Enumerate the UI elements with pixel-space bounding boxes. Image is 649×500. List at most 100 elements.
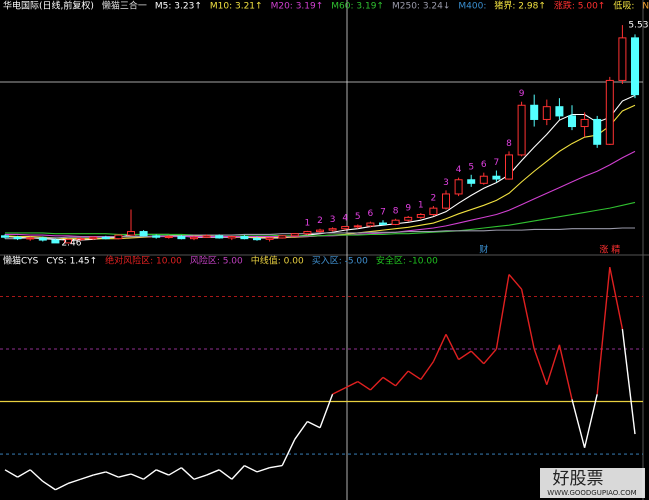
watermark-title: 好股票 [553,469,604,489]
candle-body [177,236,186,240]
cys-segment [546,344,561,385]
candle-body [303,231,312,235]
cys-segment [495,274,510,350]
candle-body [454,179,463,195]
cys-segment [143,469,157,480]
candle-label: 9 [405,203,411,213]
candle-body [605,79,614,145]
candle-body [114,234,123,240]
candle-body [101,236,110,240]
candle-body [215,235,224,239]
candle-body [1,235,9,238]
candle-label: 7 [380,208,386,218]
candle-body [290,233,299,237]
candle-body [467,179,476,184]
candle-label: 6 [368,209,374,219]
legend-extra: 低吸: [613,0,634,12]
candle-label: 9 [519,89,525,99]
chart-title: 华电国际(日线,前复权) [3,0,94,12]
candle-body [139,231,148,237]
cys-segment [281,439,296,466]
candle-body [593,118,602,145]
cys-segment [168,467,182,476]
cys-segment [558,344,573,400]
event-label: 涨 精 [599,244,620,256]
cys-segment [395,370,409,387]
legend-entry: M20: 3.19↑ [271,2,324,12]
candle-body [341,226,350,230]
candle-body [316,229,324,233]
cys-segment [470,350,485,365]
level-label: 买入区: -5.00 [312,256,368,267]
cys-segment [307,420,321,429]
level-label: 风险区: 5.00 [190,255,243,267]
cys-segment [357,380,371,391]
candle-body [492,175,501,180]
candle-body [278,235,287,239]
candle-body [404,216,413,221]
candle-body [89,236,98,240]
candle-body [580,118,589,128]
cys-segment [407,370,422,381]
candle-body [517,104,526,156]
candle-body [328,228,337,231]
candle-body [253,238,261,241]
candle-body [202,235,211,238]
candle-body [227,236,236,239]
candle-body [265,237,274,240]
candle-body [530,104,539,120]
cys-segment [256,467,270,473]
candle-label: 1 [418,201,424,211]
candle-body [568,115,576,128]
chart-subtitle: 懒猫三合一 [102,0,147,12]
candle-body [555,106,564,117]
cys-segment [180,467,195,480]
cys-segment [231,465,245,480]
ma-line [4,94,636,241]
candle-body [442,193,450,209]
cys-segment [520,289,535,350]
candle-body [618,37,627,81]
cys-segment [432,334,447,362]
cys-segment [621,328,636,435]
legend-entry: M250: 3.24↓ [392,2,450,12]
cys-segment [596,267,611,395]
cys-segment [609,266,624,330]
chart-subtitle: CYS: 1.45↑ [46,257,97,267]
legend-entry: M60: 3.19↑ [331,2,384,12]
cys-segment [369,376,384,391]
candle-body [379,222,387,225]
cys-segment [269,464,283,469]
candle-label: 3 [443,178,449,188]
cys-segment [29,469,44,482]
candle-body [391,219,400,225]
event-label: 财 [479,244,488,256]
legend-extra: M400: [458,2,486,12]
legend-extra: 涨跌: 5.00↑ [554,1,605,12]
candle-label: 5 [355,212,361,222]
candle-body [631,37,639,96]
candle-label: 8 [506,139,512,149]
candle-body [164,236,173,239]
level-label: 绝对风险区: 10.00 [105,255,182,267]
candle-body [152,235,161,238]
candle-body [429,207,438,216]
candle-body [366,222,375,227]
watermark-bg [540,468,645,498]
candle-body [190,236,198,240]
cys-segment [80,474,94,480]
candle-body [505,154,513,180]
level-label: 中线值: 0.00 [251,255,304,267]
cys-segment [118,473,132,478]
candle-body [353,225,362,228]
candle-body [64,238,72,244]
candle-body [127,231,135,236]
legend-entry: M5: 3.23↑ [155,2,202,12]
cys-segment [319,393,334,429]
legend-extra: 猪界: 2.98↑ [494,0,545,12]
candle-label: 2 [431,194,437,204]
candle-label: 1 [305,218,311,228]
candle-body [240,236,249,240]
ma-line [5,201,636,237]
candle-label: 6 [481,160,487,170]
